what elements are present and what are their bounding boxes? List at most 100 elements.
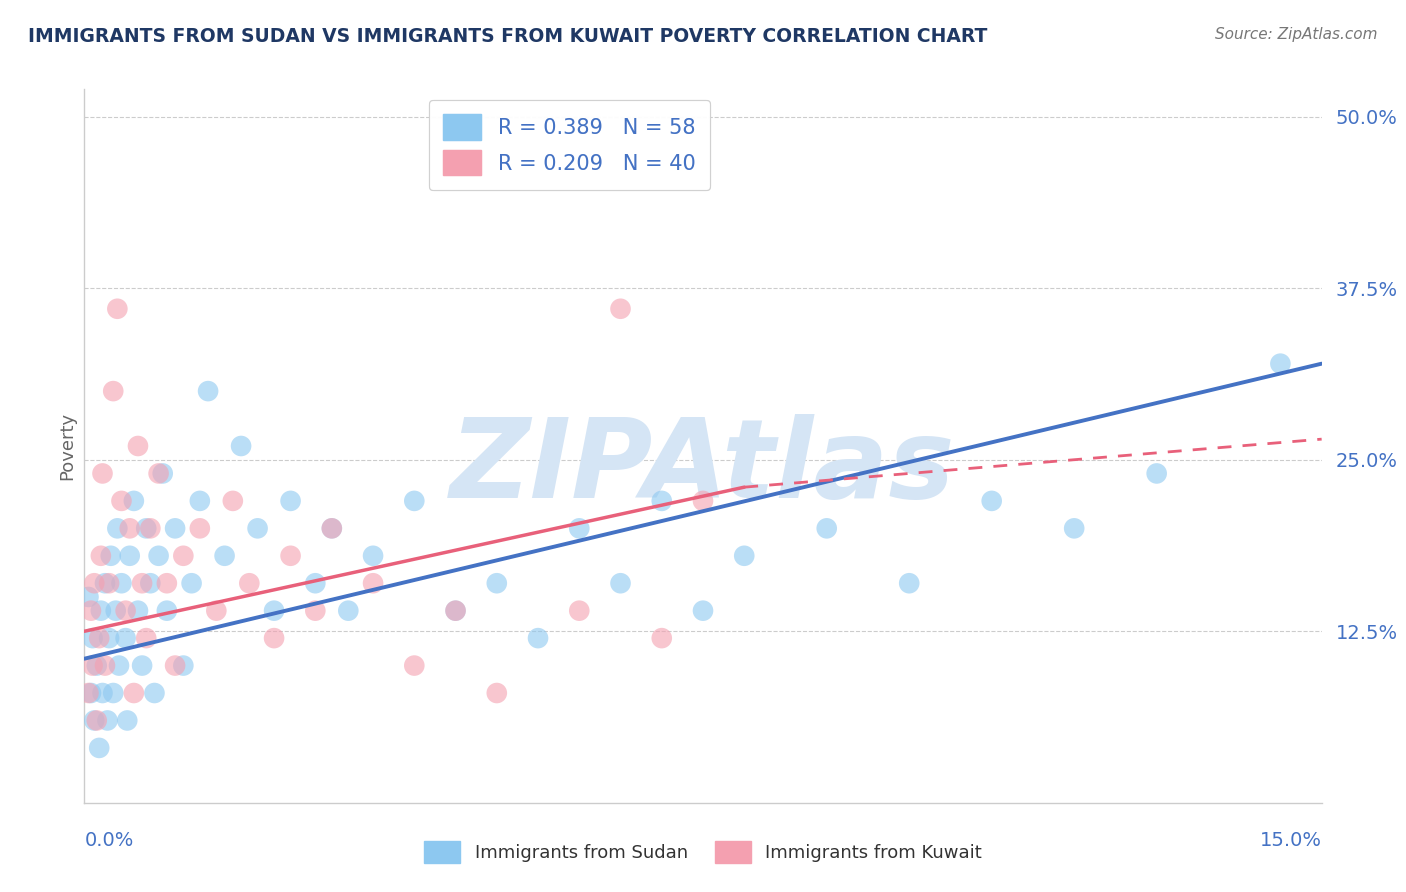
Point	[148, 467, 170, 481]
Point	[114, 604, 136, 618]
Point	[105, 301, 128, 316]
Point	[82, 658, 104, 673]
Point	[98, 576, 121, 591]
Point	[214, 549, 236, 563]
Point	[156, 604, 179, 618]
Point	[165, 658, 187, 673]
Point	[651, 494, 673, 508]
Point	[135, 521, 157, 535]
Point	[205, 604, 228, 618]
Point	[485, 576, 508, 591]
Point	[321, 521, 343, 535]
Point	[263, 631, 285, 645]
Point	[139, 576, 162, 591]
Point	[91, 686, 114, 700]
Point	[609, 301, 631, 316]
Point	[127, 604, 149, 618]
Point	[118, 549, 141, 563]
Point	[143, 686, 166, 700]
Point	[361, 576, 384, 591]
Point	[180, 576, 202, 591]
Point	[172, 549, 194, 563]
Point	[165, 521, 187, 535]
Point	[96, 714, 118, 728]
Point	[98, 631, 121, 645]
Point	[361, 549, 384, 563]
Point	[148, 549, 170, 563]
Point	[444, 604, 467, 618]
Point	[94, 658, 117, 673]
Point	[80, 604, 103, 618]
Point	[1270, 357, 1292, 371]
Point	[444, 604, 467, 618]
Point	[568, 604, 591, 618]
Point	[122, 494, 145, 508]
Text: 0.0%: 0.0%	[84, 831, 134, 850]
Point	[229, 439, 252, 453]
Point	[337, 604, 360, 618]
Point	[692, 494, 714, 508]
Point	[122, 686, 145, 700]
Point	[118, 521, 141, 535]
Point	[131, 576, 153, 591]
Legend: Immigrants from Sudan, Immigrants from Kuwait: Immigrants from Sudan, Immigrants from K…	[413, 830, 993, 874]
Point	[89, 740, 111, 755]
Text: Source: ZipAtlas.com: Source: ZipAtlas.com	[1215, 27, 1378, 42]
Point	[127, 439, 149, 453]
Point	[104, 604, 127, 618]
Point	[1146, 467, 1168, 481]
Point	[527, 631, 550, 645]
Point	[692, 604, 714, 618]
Point	[105, 521, 128, 535]
Point	[1063, 521, 1085, 535]
Point	[304, 576, 326, 591]
Point	[172, 658, 194, 673]
Point	[222, 494, 245, 508]
Point	[83, 576, 105, 591]
Point	[609, 576, 631, 591]
Point	[110, 494, 132, 508]
Point	[108, 658, 131, 673]
Point	[80, 686, 103, 700]
Point	[404, 658, 426, 673]
Point	[188, 494, 211, 508]
Point	[83, 714, 105, 728]
Point	[485, 686, 508, 700]
Point	[152, 467, 174, 481]
Point	[263, 604, 285, 618]
Point	[280, 549, 302, 563]
Legend: R = 0.389   N = 58, R = 0.209   N = 40: R = 0.389 N = 58, R = 0.209 N = 40	[429, 100, 710, 190]
Point	[103, 686, 125, 700]
Point	[815, 521, 838, 535]
Text: ZIPAtlas: ZIPAtlas	[450, 414, 956, 521]
Point	[82, 631, 104, 645]
Point	[117, 714, 139, 728]
Point	[280, 494, 302, 508]
Point	[77, 686, 100, 700]
Point	[139, 521, 162, 535]
Point	[86, 714, 108, 728]
Point	[77, 590, 100, 604]
Point	[100, 549, 122, 563]
Point	[91, 467, 114, 481]
Point	[304, 604, 326, 618]
Point	[103, 384, 125, 398]
Point	[321, 521, 343, 535]
Point	[568, 521, 591, 535]
Text: IMMIGRANTS FROM SUDAN VS IMMIGRANTS FROM KUWAIT POVERTY CORRELATION CHART: IMMIGRANTS FROM SUDAN VS IMMIGRANTS FROM…	[28, 27, 987, 45]
Point	[156, 576, 179, 591]
Point	[197, 384, 219, 398]
Point	[89, 631, 111, 645]
Point	[404, 494, 426, 508]
Point	[86, 658, 108, 673]
Point	[188, 521, 211, 535]
Point	[90, 549, 112, 563]
Point	[94, 576, 117, 591]
Text: 15.0%: 15.0%	[1260, 831, 1322, 850]
Point	[898, 576, 921, 591]
Y-axis label: Poverty: Poverty	[58, 412, 76, 480]
Point	[246, 521, 269, 535]
Point	[651, 631, 673, 645]
Point	[110, 576, 132, 591]
Point	[135, 631, 157, 645]
